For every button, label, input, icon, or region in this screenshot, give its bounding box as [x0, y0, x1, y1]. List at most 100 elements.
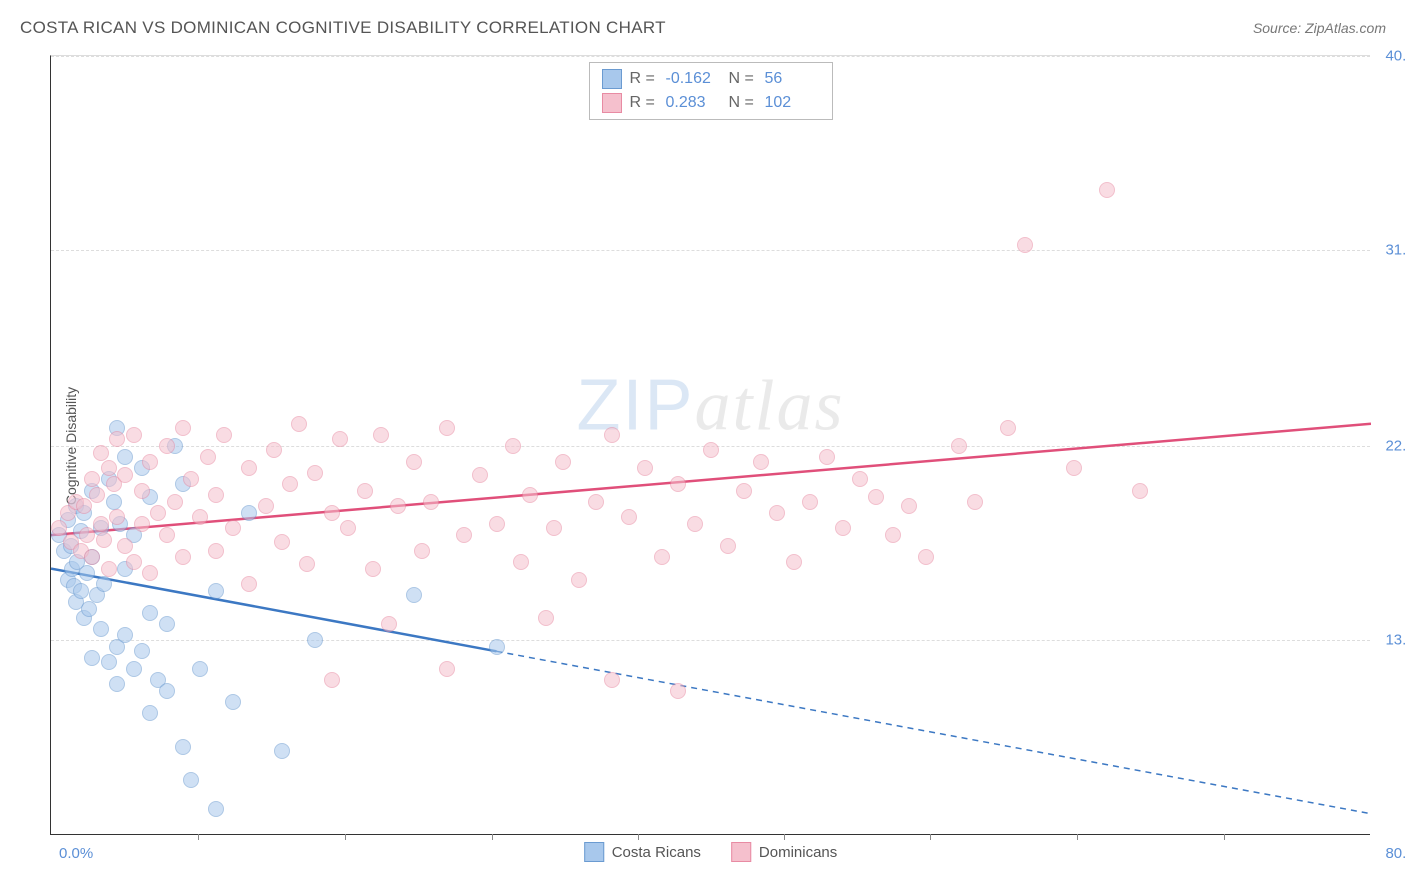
scatter-point [340, 520, 356, 536]
scatter-point [159, 683, 175, 699]
r-value-costa-ricans: -0.162 [666, 70, 721, 88]
scatter-point [106, 494, 122, 510]
scatter-point [307, 465, 323, 481]
scatter-point [175, 420, 191, 436]
scatter-point [84, 650, 100, 666]
x-tick [345, 834, 346, 840]
n-value-dominicans: 102 [765, 94, 820, 112]
scatter-point [225, 520, 241, 536]
scatter-point [208, 801, 224, 817]
scatter-point [802, 494, 818, 510]
legend-row-costa-ricans: R = -0.162 N = 56 [602, 67, 820, 91]
scatter-point [183, 471, 199, 487]
scatter-point [1017, 237, 1033, 253]
scatter-point [571, 572, 587, 588]
scatter-point [489, 639, 505, 655]
scatter-point [183, 772, 199, 788]
chart-title: COSTA RICAN VS DOMINICAN COGNITIVE DISAB… [20, 18, 666, 38]
scatter-point [101, 460, 117, 476]
scatter-point [654, 549, 670, 565]
scatter-point [192, 661, 208, 677]
scatter-point [835, 520, 851, 536]
y-tick-label: 22.5% [1376, 438, 1406, 455]
gridline [51, 250, 1370, 251]
scatter-point [885, 527, 901, 543]
scatter-point [109, 509, 125, 525]
scatter-point [299, 556, 315, 572]
scatter-point [150, 505, 166, 521]
swatch-dominicans [731, 842, 751, 862]
gridline [51, 640, 1370, 641]
watermark-atlas: atlas [694, 366, 844, 446]
scatter-point [93, 621, 109, 637]
scatter-point [736, 483, 752, 499]
scatter-point [489, 516, 505, 532]
scatter-point [357, 483, 373, 499]
scatter-point [621, 509, 637, 525]
scatter-point [117, 627, 133, 643]
legend-label-dominicans: Dominicans [759, 844, 837, 861]
scatter-point [93, 516, 109, 532]
scatter-point [472, 467, 488, 483]
scatter-point [604, 427, 620, 443]
x-tick [198, 834, 199, 840]
scatter-point [76, 498, 92, 514]
r-label: R = [630, 94, 658, 112]
scatter-point [109, 676, 125, 692]
x-tick [492, 834, 493, 840]
scatter-point [101, 561, 117, 577]
scatter-point [89, 487, 105, 503]
scatter-point [79, 565, 95, 581]
x-tick [1224, 834, 1225, 840]
scatter-point [868, 489, 884, 505]
scatter-point [96, 576, 112, 592]
scatter-point [200, 449, 216, 465]
scatter-point [901, 498, 917, 514]
r-label: R = [630, 70, 658, 88]
n-label: N = [729, 94, 757, 112]
scatter-point [93, 445, 109, 461]
gridline [51, 56, 1370, 57]
scatter-point [406, 587, 422, 603]
x-tick [1077, 834, 1078, 840]
scatter-point [51, 520, 67, 536]
scatter-point [73, 583, 89, 599]
scatter-point [109, 431, 125, 447]
scatter-point [687, 516, 703, 532]
scatter-point [142, 565, 158, 581]
scatter-point [282, 476, 298, 492]
scatter-point [208, 543, 224, 559]
scatter-point [216, 427, 232, 443]
scatter-point [522, 487, 538, 503]
scatter-point [1132, 483, 1148, 499]
scatter-point [324, 505, 340, 521]
y-tick-label: 13.8% [1376, 631, 1406, 648]
source-attribution: Source: ZipAtlas.com [1253, 20, 1386, 36]
x-tick [930, 834, 931, 840]
scatter-point [167, 494, 183, 510]
scatter-point [274, 743, 290, 759]
legend-item-costa-ricans: Costa Ricans [584, 842, 701, 862]
r-value-dominicans: 0.283 [666, 94, 721, 112]
scatter-point [192, 509, 208, 525]
scatter-point [241, 505, 257, 521]
swatch-costa-ricans [584, 842, 604, 862]
scatter-point [538, 610, 554, 626]
scatter-point [439, 420, 455, 436]
swatch-costa-ricans [602, 69, 622, 89]
scatter-point [332, 431, 348, 447]
scatter-point [142, 705, 158, 721]
scatter-point [241, 460, 257, 476]
scatter-point [456, 527, 472, 543]
x-axis-end-label: 80.0% [1385, 845, 1406, 862]
scatter-point [390, 498, 406, 514]
scatter-point [769, 505, 785, 521]
scatter-point [324, 672, 340, 688]
scatter-point [439, 661, 455, 677]
scatter-point [225, 694, 241, 710]
scatter-point [513, 554, 529, 570]
scatter-point [117, 449, 133, 465]
scatter-point [126, 427, 142, 443]
scatter-point [134, 643, 150, 659]
scatter-point [852, 471, 868, 487]
